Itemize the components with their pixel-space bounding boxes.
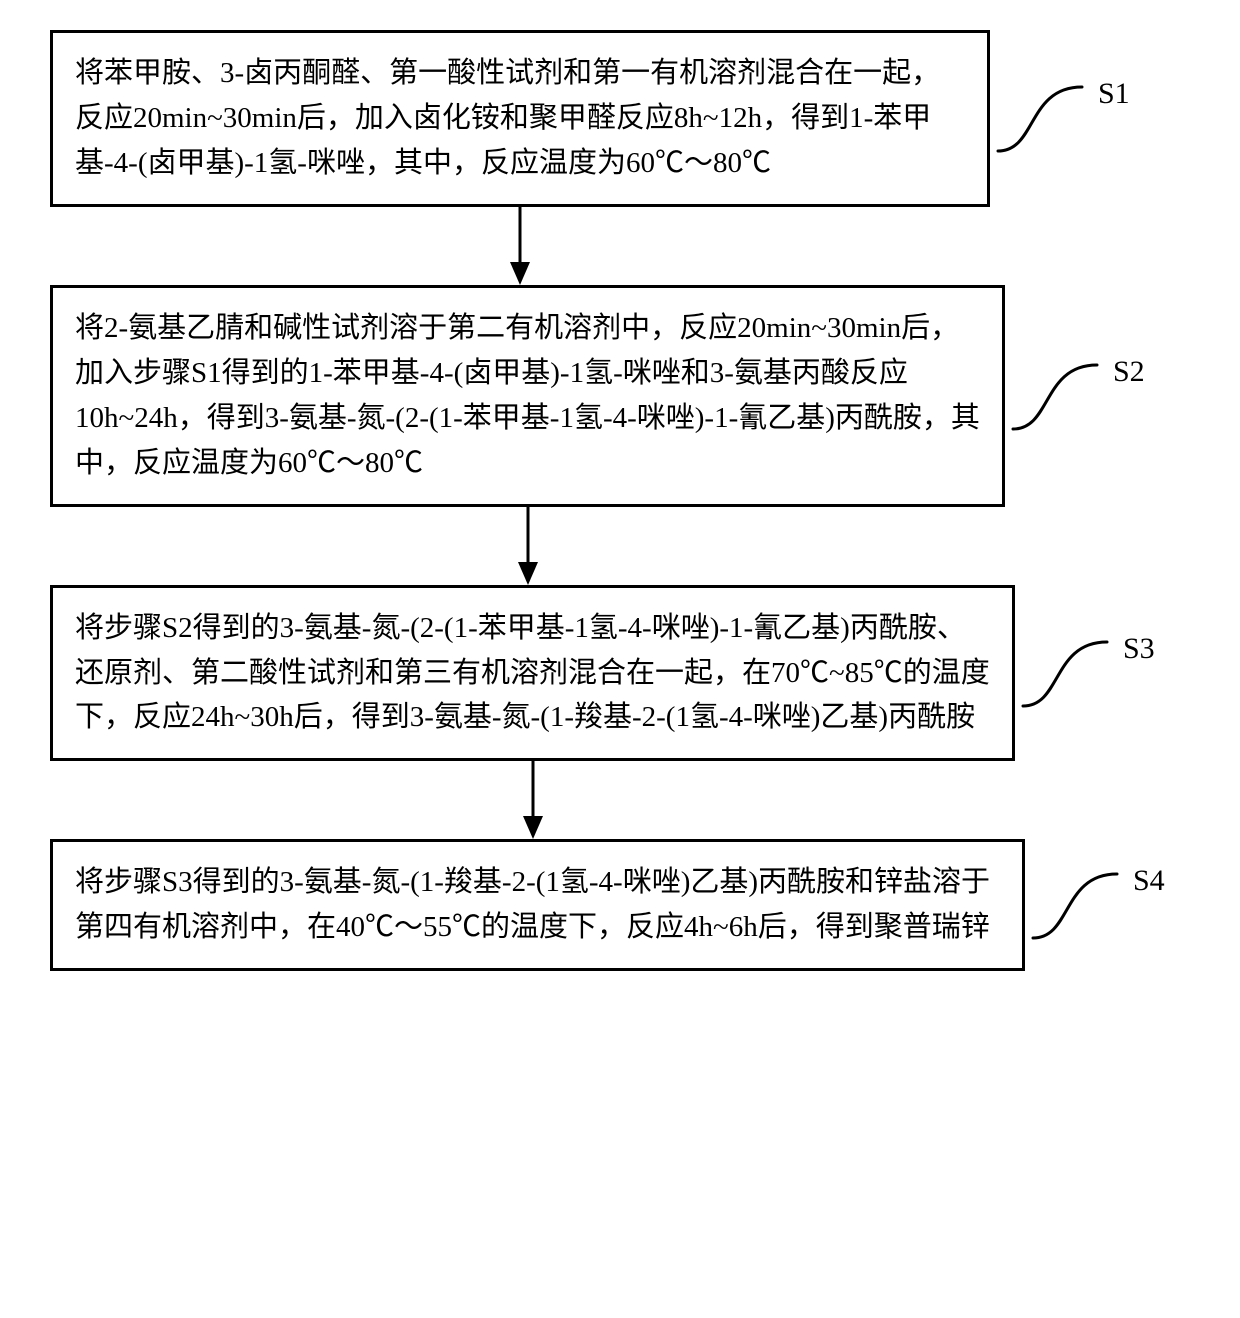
step-row-s1: 将苯甲胺、3-卤丙酮醛、第一酸性试剂和第一有机溶剂混合在一起，反应20min~3… (50, 30, 1190, 207)
step-label-s2: S2 (1113, 355, 1145, 389)
step-row-s3: 将步骤S2得到的3-氨基-氮-(2-(1-苯甲基-1氢-4-咪唑)-1-氰乙基)… (50, 585, 1190, 762)
arrow-s3-to-s4 (50, 761, 1190, 839)
flowchart-root: 将苯甲胺、3-卤丙酮醛、第一酸性试剂和第一有机溶剂混合在一起，反应20min~3… (50, 30, 1190, 971)
connector-brace-s1 (996, 83, 1086, 153)
step-label-s4: S4 (1133, 864, 1165, 898)
step-box-s2: 将2-氨基乙腈和碱性试剂溶于第二有机溶剂中，反应20min~30min后，加入步… (50, 285, 1005, 507)
step-row-s2: 将2-氨基乙腈和碱性试剂溶于第二有机溶剂中，反应20min~30min后，加入步… (50, 285, 1190, 507)
step-box-s3: 将步骤S2得到的3-氨基-氮-(2-(1-苯甲基-1氢-4-咪唑)-1-氰乙基)… (50, 585, 1015, 762)
arrow-s2-to-s3 (50, 507, 1190, 585)
connector-brace-s3 (1021, 638, 1111, 708)
step-label-s3: S3 (1123, 632, 1155, 666)
step-row-s4: 将步骤S3得到的3-氨基-氮-(1-羧基-2-(1氢-4-咪唑)乙基)丙酰胺和锌… (50, 839, 1190, 971)
connector-brace-s2 (1011, 361, 1101, 431)
connector-brace-s4 (1031, 870, 1121, 940)
step-label-s1: S1 (1098, 77, 1130, 111)
arrow-s1-to-s2 (50, 207, 1190, 285)
step-box-s1: 将苯甲胺、3-卤丙酮醛、第一酸性试剂和第一有机溶剂混合在一起，反应20min~3… (50, 30, 990, 207)
step-box-s4: 将步骤S3得到的3-氨基-氮-(1-羧基-2-(1氢-4-咪唑)乙基)丙酰胺和锌… (50, 839, 1025, 971)
